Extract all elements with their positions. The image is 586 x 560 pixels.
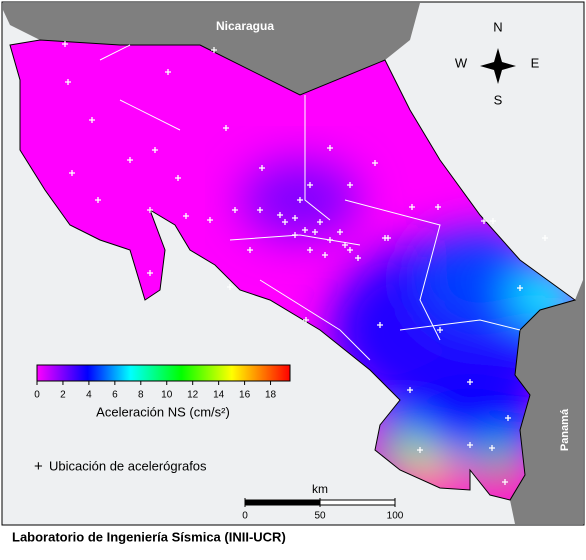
compass-label: W — [455, 55, 468, 70]
nicaragua-land — [3, 3, 420, 95]
colorbar-tick-label: 10 — [161, 390, 173, 401]
legend-marker: + — [34, 458, 43, 475]
station-marker — [347, 247, 353, 253]
station-marker — [467, 442, 473, 448]
station-marker — [322, 252, 328, 258]
station-marker — [437, 327, 443, 333]
station-marker — [69, 170, 75, 176]
colorbar-tick-label: 14 — [213, 390, 225, 401]
station-marker — [481, 218, 487, 224]
station-marker — [147, 270, 153, 276]
station-marker — [417, 447, 423, 453]
scale-tick-label: 100 — [387, 511, 404, 522]
province-borders — [99, 44, 521, 361]
compass-label: N — [493, 19, 502, 34]
colorbar-tick-label: 8 — [138, 390, 144, 401]
station-marker — [377, 322, 383, 328]
panama-land — [510, 280, 583, 524]
station-marker — [211, 47, 217, 53]
scale-unit: km — [312, 482, 328, 496]
station-marker — [317, 219, 323, 225]
stations — [62, 41, 548, 485]
colorbar-tick-label: 4 — [86, 390, 92, 401]
scale-bar-segment — [245, 500, 320, 505]
scale-bar: 0 50 100 — [242, 498, 404, 522]
colorbar-tick-label: 6 — [112, 390, 118, 401]
station-marker — [372, 160, 378, 166]
station-marker — [257, 207, 263, 213]
colorbar-ticks: 0 2 4 6 8 10 12 14 16 18 — [34, 381, 277, 401]
station-marker — [183, 213, 189, 219]
station-marker — [502, 479, 508, 485]
compass-label: E — [531, 55, 540, 70]
country-label: Panamá — [559, 408, 571, 451]
station-marker — [62, 41, 68, 47]
station-marker — [490, 218, 496, 224]
station-marker — [65, 79, 71, 85]
scale-tick-label: 0 — [242, 511, 248, 522]
station-marker — [152, 147, 158, 153]
station-marker — [259, 165, 265, 171]
colorbar-tick-label: 18 — [265, 390, 277, 401]
station-marker — [227, 284, 233, 290]
station-marker — [165, 69, 171, 75]
station-marker — [175, 175, 181, 181]
station-marker — [292, 232, 298, 238]
station-marker — [542, 235, 548, 241]
station-marker — [407, 387, 413, 393]
station-marker — [467, 379, 473, 385]
colorbar-label: Aceleración NS (cm/s²) — [96, 404, 230, 419]
station-marker — [95, 197, 101, 203]
colorbar-tick-label: 12 — [187, 390, 199, 401]
station-marker — [302, 227, 308, 233]
station-marker — [409, 204, 415, 210]
station-marker — [355, 255, 361, 261]
station-marker — [147, 207, 153, 213]
colorbar-tick-label: 16 — [239, 390, 251, 401]
station-marker — [207, 217, 213, 223]
station-marker — [505, 415, 511, 421]
station-marker — [435, 204, 441, 210]
scale-tick-label: 50 — [314, 511, 326, 522]
station-marker — [342, 242, 348, 248]
colorbar-tick-label: 2 — [60, 390, 66, 401]
legend-label: Ubicación de acelerógrafos — [49, 458, 207, 473]
station-marker — [232, 207, 238, 213]
compass-label: S — [494, 92, 503, 107]
station-marker — [385, 235, 391, 241]
footer: Laboratorio de Ingeniería Sísmica (INII-… — [12, 529, 286, 544]
station-marker — [277, 212, 283, 218]
station-marker — [89, 117, 95, 123]
station-marker — [292, 215, 298, 221]
compass: N S E W — [455, 19, 540, 107]
station-marker — [223, 125, 229, 131]
station-marker — [347, 182, 353, 188]
station-marker — [247, 247, 253, 253]
colorbar-tick-label: 0 — [34, 390, 40, 401]
station-marker — [307, 182, 313, 188]
station-marker — [312, 229, 318, 235]
station-marker — [337, 229, 343, 235]
station-marker — [297, 197, 303, 203]
station-marker — [127, 157, 133, 163]
station-marker — [489, 445, 495, 451]
station-marker — [303, 317, 309, 323]
country-label: Nicaragua — [216, 19, 274, 33]
station-marker — [282, 219, 288, 225]
station-marker — [517, 285, 523, 291]
station-marker — [327, 145, 333, 151]
station-marker — [327, 237, 333, 243]
station-marker — [307, 247, 313, 253]
colorbar — [36, 364, 291, 382]
